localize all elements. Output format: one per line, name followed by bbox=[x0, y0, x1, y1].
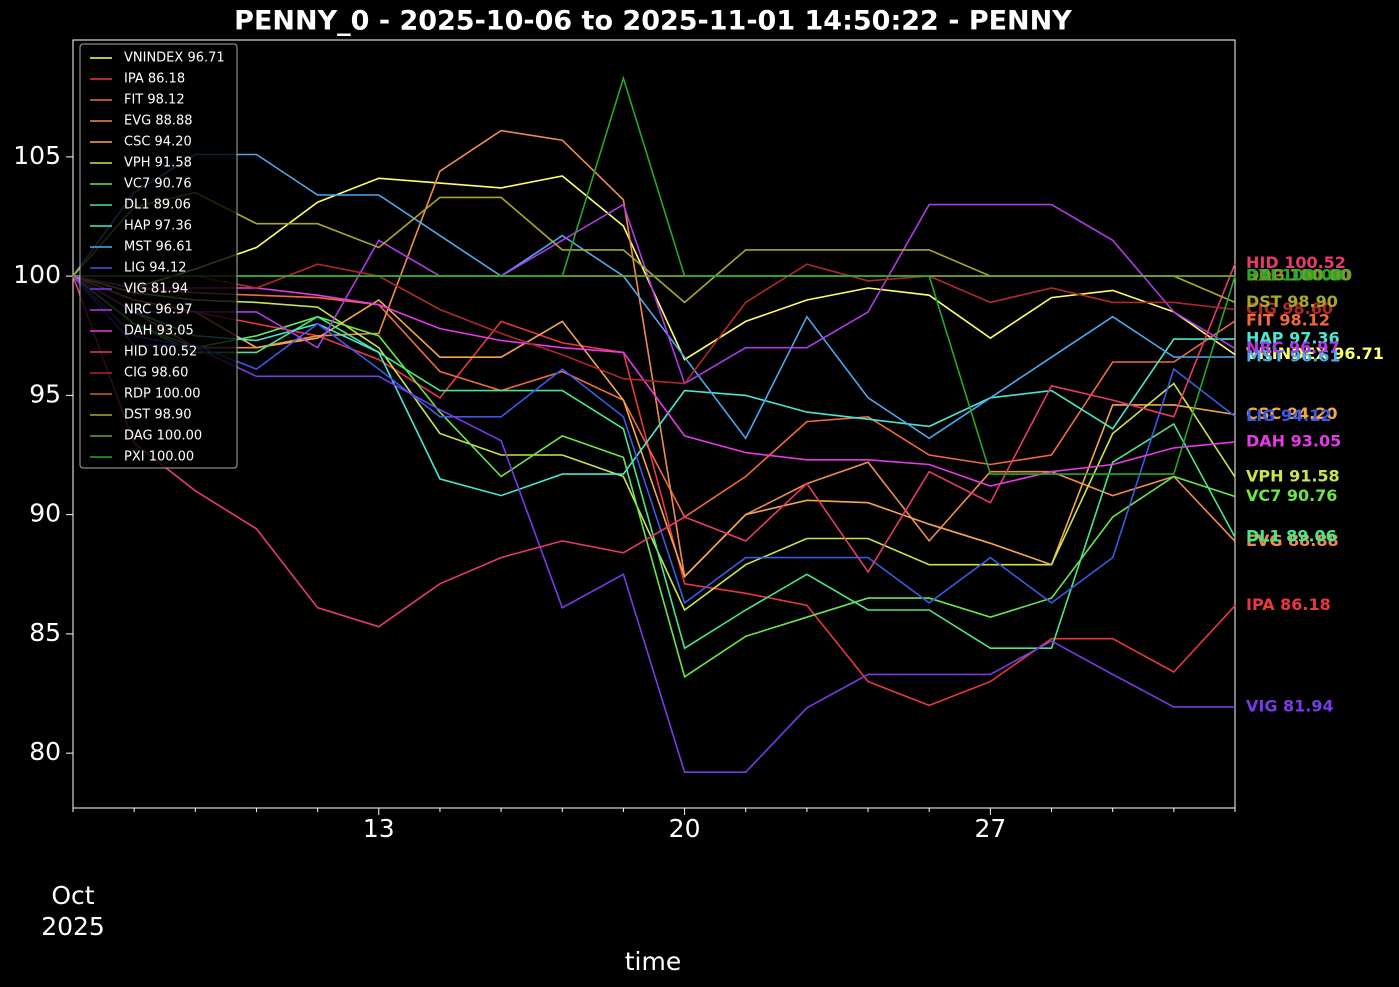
legend-label: VPH 91.58 bbox=[124, 156, 192, 171]
legend-label: NRC 96.97 bbox=[124, 303, 193, 318]
end-label: IPA 86.18 bbox=[1246, 595, 1331, 614]
end-label: VIG 81.94 bbox=[1246, 696, 1334, 715]
y-tick-label: 95 bbox=[29, 379, 61, 408]
legend-label: DST 98.90 bbox=[124, 408, 192, 423]
legend-label: VNINDEX 96.71 bbox=[124, 51, 225, 66]
y-tick-label: 80 bbox=[29, 737, 61, 766]
series-line bbox=[73, 75, 1236, 475]
end-label: NRC 96.97 bbox=[1246, 338, 1340, 357]
legend-label: VC7 90.76 bbox=[124, 177, 192, 192]
series-line bbox=[72, 153, 1235, 440]
series-line bbox=[72, 275, 1235, 773]
series-line bbox=[72, 275, 1235, 497]
legend-label: MST 96.61 bbox=[124, 240, 193, 255]
end-label: DAG 100.00 bbox=[1246, 266, 1352, 285]
series-line bbox=[72, 275, 1236, 650]
legend-label: DAH 93.05 bbox=[124, 324, 194, 339]
y-tick-label: 85 bbox=[29, 618, 61, 647]
legend-label: DL1 89.06 bbox=[124, 198, 191, 213]
x-axis-label: time bbox=[625, 947, 681, 976]
end-label: HAP 97.36 bbox=[1246, 329, 1340, 348]
legend-label: FIT 98.12 bbox=[124, 93, 185, 108]
legend-label: CSC 94.20 bbox=[124, 135, 192, 150]
end-label: DAH 93.05 bbox=[1246, 431, 1341, 450]
end-label: RDP 100.00 bbox=[1246, 266, 1351, 285]
legend-label: HID 100.52 bbox=[124, 345, 197, 360]
x-tick-label: 20 bbox=[669, 814, 701, 843]
chart-title: PENNY_0 - 2025-10-06 to 2025-11-01 14:50… bbox=[234, 6, 1072, 37]
y-tick-label: 100 bbox=[13, 260, 61, 289]
end-label: DL1 89.06 bbox=[1246, 527, 1337, 546]
legend-label: CIG 98.60 bbox=[124, 366, 188, 381]
x-offset-label: 2025 bbox=[41, 912, 105, 941]
end-label: DST 98.90 bbox=[1246, 292, 1338, 311]
end-label: PXI 100.00 bbox=[1246, 266, 1343, 285]
end-label: HID 100.52 bbox=[1246, 253, 1346, 272]
x-tick-label: 27 bbox=[974, 814, 1006, 843]
y-tick-label: 105 bbox=[13, 141, 61, 170]
series-line bbox=[72, 263, 1236, 628]
end-label: EVG 88.88 bbox=[1246, 531, 1339, 550]
legend-label: HAP 97.36 bbox=[124, 219, 192, 234]
legend-label: IPA 86.18 bbox=[124, 72, 185, 87]
end-label: CIG 98.60 bbox=[1246, 299, 1333, 318]
series-line bbox=[72, 275, 1236, 679]
legend-label: LIG 94.12 bbox=[124, 261, 187, 276]
end-label: MST 96.61 bbox=[1246, 346, 1341, 365]
series-line bbox=[72, 275, 1236, 612]
legend-label: RDP 100.00 bbox=[124, 387, 201, 402]
end-label: VNINDEX 96.71 bbox=[1246, 344, 1384, 363]
y-tick-label: 90 bbox=[29, 499, 61, 528]
end-label: VPH 91.58 bbox=[1246, 466, 1340, 485]
end-label: CSC 94.20 bbox=[1246, 404, 1337, 423]
legend-label: VIG 81.94 bbox=[124, 282, 188, 297]
legend-label: DAG 100.00 bbox=[124, 429, 202, 444]
end-label: VC7 90.76 bbox=[1246, 486, 1337, 505]
plot-frame bbox=[72, 39, 1236, 809]
series-line bbox=[73, 263, 1236, 385]
series-line bbox=[72, 203, 1236, 385]
end-label: FIT 98.12 bbox=[1246, 310, 1330, 329]
x-tick-label: 13 bbox=[363, 814, 395, 843]
end-label: LIG 94.12 bbox=[1246, 406, 1331, 425]
legend-label: PXI 100.00 bbox=[124, 450, 194, 465]
series-line bbox=[72, 275, 1236, 519]
x-offset-label: Oct bbox=[51, 881, 94, 910]
series-line bbox=[72, 275, 1236, 605]
legend-label: EVG 88.88 bbox=[124, 114, 193, 129]
legend-box bbox=[79, 43, 238, 469]
